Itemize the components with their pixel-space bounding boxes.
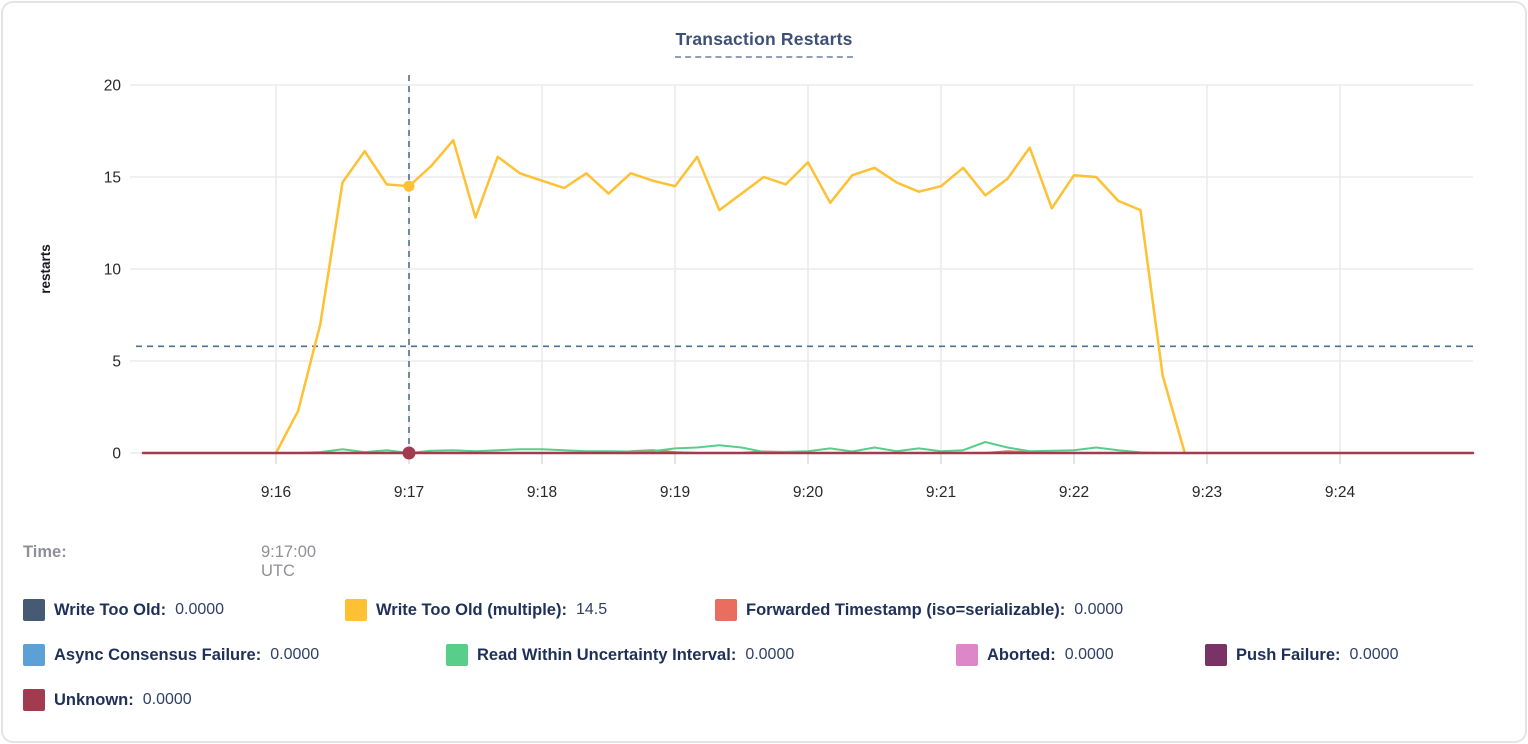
forwarded-timestamp-swatch-icon — [715, 599, 737, 621]
legend-value: 0.0000 — [270, 646, 320, 663]
y-tick-label: 15 — [104, 170, 121, 187]
legend-label: Forwarded Timestamp (iso=serializable): — [746, 600, 1066, 619]
legend-item-read-within-uncertainty-interval: Read Within Uncertainty Interval: 0.0000 — [446, 644, 956, 666]
legend-item-async-consensus-failure: Async Consensus Failure: 0.0000 — [23, 644, 446, 666]
axis-labels: 0 5 10 15 20 9:16 9:17 9:18 9:19 9:20 9:21 9:22 9:23… — [38, 78, 1355, 502]
read-within-uncertainty-interval-swatch-icon — [446, 644, 468, 666]
series-write-too-old-multiple — [274, 138, 1187, 455]
x-tick-label: 9:24 — [1325, 484, 1356, 501]
legend-value: 0.0000 — [175, 601, 225, 618]
gridlines — [130, 84, 1473, 464]
push-failure-swatch-icon — [1205, 644, 1227, 666]
write-too-old-swatch-icon — [23, 599, 45, 621]
hover-time-label: Time: — [23, 543, 67, 561]
legend-item-forwarded-timestamp: Forwarded Timestamp (iso=serializable): … — [715, 599, 1123, 621]
y-tick-label: 5 — [112, 354, 121, 371]
legend-label: Read Within Uncertainty Interval: — [477, 645, 737, 664]
y-tick-label: 10 — [104, 262, 122, 279]
legend-value: 0.0000 — [745, 646, 795, 663]
x-tick-label: 9:21 — [926, 484, 956, 501]
legend-value: 14.5 — [575, 601, 608, 618]
legend-label: Write Too Old (multiple): — [376, 600, 567, 619]
legend-label: Async Consensus Failure: — [54, 645, 262, 664]
x-tick-label: 9:17 — [394, 484, 424, 501]
legend-row-2: Async Consensus Failure: 0.0000 Read Wit… — [23, 643, 1515, 667]
legend-label: Push Failure: — [1236, 645, 1341, 664]
hover-dot-write-too-old-multiple — [403, 180, 415, 192]
chart-title[interactable]: Transaction Restarts — [675, 29, 853, 58]
x-tick-label: 9:23 — [1192, 484, 1222, 501]
unknown-swatch-icon — [23, 689, 45, 711]
y-tick-label: 0 — [112, 446, 121, 463]
legend-value: 0.0000 — [1349, 646, 1399, 663]
x-tick-label: 9:22 — [1059, 484, 1089, 501]
series-read-within-uncertainty-interval — [275, 441, 1186, 454]
legend-item-aborted: Aborted: 0.0000 — [956, 644, 1205, 666]
legend-label: Unknown: — [54, 690, 134, 709]
write-too-old-multiple-swatch-icon — [345, 599, 367, 621]
legend-item-unknown: Unknown: 0.0000 — [23, 689, 192, 711]
x-tick-label: 9:20 — [793, 484, 824, 501]
chart-header: Transaction Restarts — [3, 29, 1525, 58]
legend-row-1: Write Too Old: 0.0000 Write Too Old (mul… — [23, 598, 1515, 622]
legend-item-write-too-old: Write Too Old: 0.0000 — [23, 599, 345, 621]
x-tick-label: 9:19 — [660, 484, 690, 501]
legend-value: 0.0000 — [1074, 601, 1124, 618]
legend-item-write-too-old-multiple: Write Too Old (multiple): 14.5 — [345, 599, 715, 621]
legend-value: 0.0000 — [142, 691, 192, 708]
hover-dot-unknown — [402, 446, 416, 460]
x-tick-label: 9:18 — [527, 484, 557, 501]
hover-time-value: 9:17:00 UTC — [261, 543, 317, 580]
y-tick-label: 20 — [104, 78, 122, 95]
legend-item-push-failure: Push Failure: 0.0000 — [1205, 644, 1398, 666]
async-consensus-failure-swatch-icon — [23, 644, 45, 666]
x-tick-label: 9:16 — [261, 484, 291, 501]
y-axis-title: restarts — [38, 244, 53, 294]
legend-label: Write Too Old: — [54, 600, 167, 619]
aborted-swatch-icon — [956, 644, 978, 666]
legend-row-3: Unknown: 0.0000 — [23, 688, 1515, 712]
transaction-restarts-chart[interactable]: 0 5 10 15 20 9:16 9:17 9:18 9:19 9:20 9:21 9:22 9:23… — [3, 3, 1528, 531]
legend-label: Aborted: — [987, 645, 1056, 664]
legend-value: 0.0000 — [1064, 646, 1114, 663]
